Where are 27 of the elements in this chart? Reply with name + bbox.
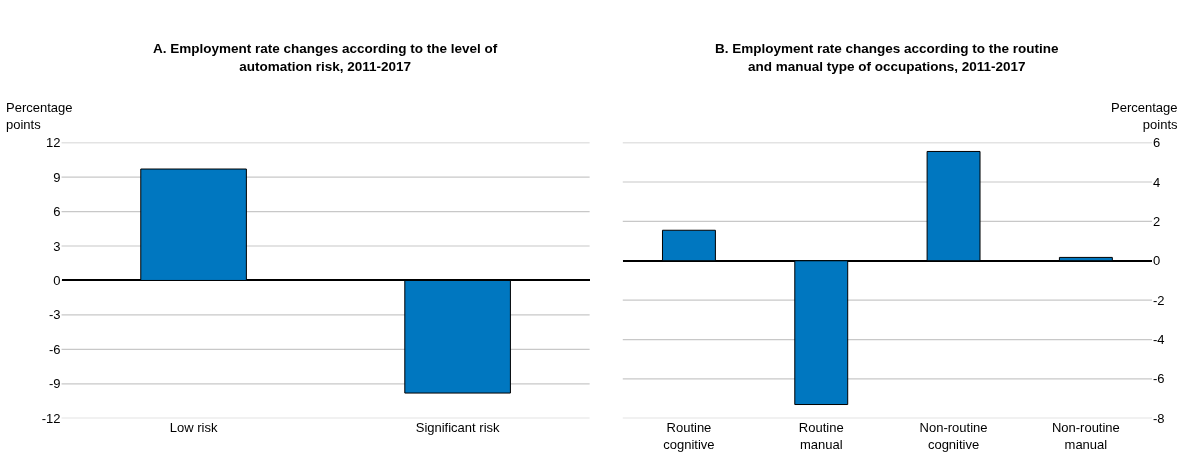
x-tick-label: Non-routine cognitive — [919, 420, 988, 453]
y-tick-label: -8 — [1153, 410, 1165, 426]
y-tick-label: -12 — [41, 410, 61, 426]
chart-title: A. Employment rate changes according to the level of automation risk, 2011-2017 — [153, 41, 498, 74]
x-tick-label: Low risk — [169, 420, 218, 436]
x-tick-label: Non-routine manual — [1051, 420, 1120, 453]
y-tick-label: -2 — [1153, 292, 1165, 308]
y-tick-label: 6 — [1153, 135, 1161, 151]
x-tick-label: Routine cognitive — [663, 420, 715, 453]
y-tick-label: 4 — [1153, 174, 1161, 190]
y-axis-title: Percentage points — [6, 100, 73, 132]
y-tick-label: 9 — [53, 169, 61, 185]
x-tick-label: Routine manual — [798, 420, 844, 453]
y-tick-label: -6 — [1153, 371, 1165, 387]
y-tick-label: -9 — [49, 376, 61, 392]
y-tick-label: -6 — [49, 341, 61, 357]
y-tick-label: 6 — [53, 204, 61, 220]
x-tick-label: Significant risk — [415, 420, 501, 436]
y-tick-label: -3 — [49, 307, 61, 323]
chart-title: B. Employment rate changes according to the routine and manual type of occupations, 2011-2017 — [715, 41, 1060, 74]
y-tick-label: 3 — [53, 238, 61, 254]
y-axis-title: Percentage points — [1111, 100, 1178, 132]
y-tick-label: 0 — [53, 273, 61, 289]
y-tick-label: 0 — [1153, 253, 1161, 269]
y-tick-label: -4 — [1153, 332, 1165, 348]
y-tick-label: 12 — [46, 135, 61, 151]
y-tick-label: 2 — [1153, 213, 1161, 229]
